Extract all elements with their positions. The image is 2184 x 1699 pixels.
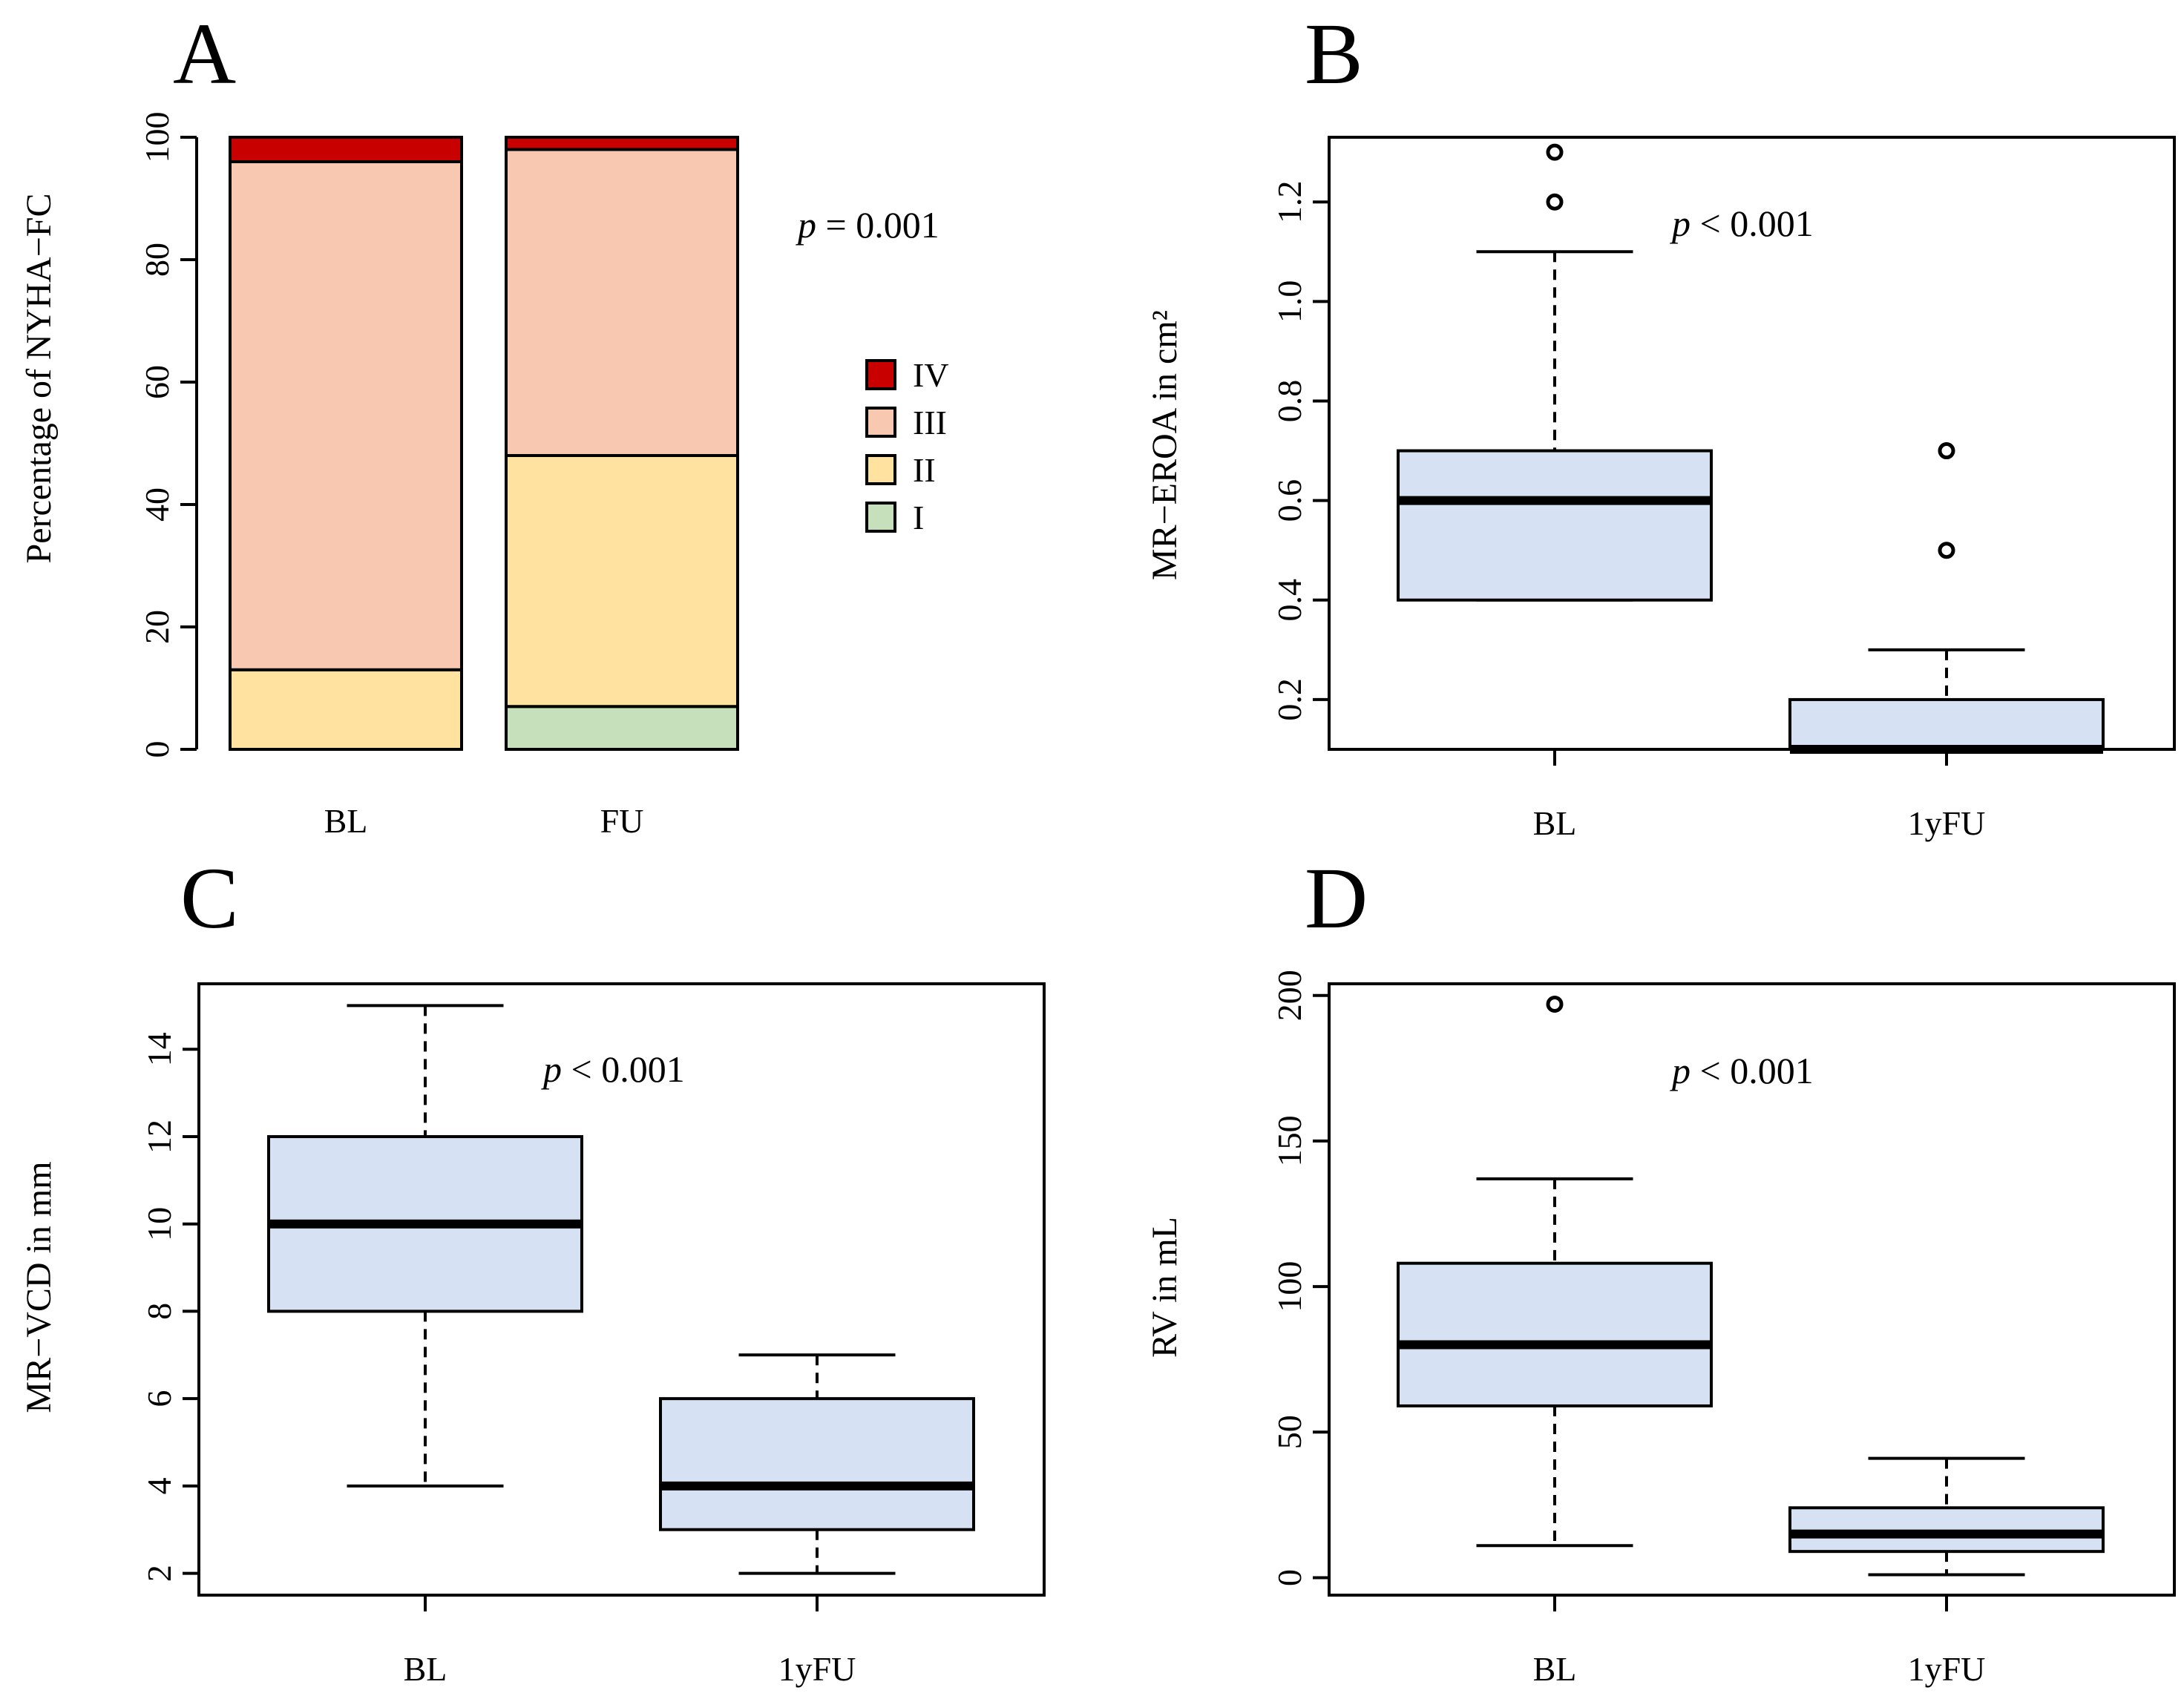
bar-segment-iii-fu bbox=[505, 148, 739, 457]
y-tick-label-b: 0.4 bbox=[1270, 579, 1308, 622]
y-tick-label-b: 1.2 bbox=[1270, 180, 1308, 223]
y-tick-label-a: 0 bbox=[138, 741, 176, 758]
y-axis-a: 0 20 40 60 80 100 bbox=[138, 112, 198, 758]
y-tick-label-d: 200 bbox=[1270, 970, 1308, 1021]
x-tick-label-c: 1yFU bbox=[778, 1650, 856, 1688]
y-tick-label-d: 150 bbox=[1270, 1115, 1308, 1166]
bar-segment-ii-fu bbox=[505, 454, 739, 709]
box-b bbox=[1788, 697, 2105, 751]
legend-label-iv: IV bbox=[913, 356, 949, 394]
y-tick-label-b: 0.6 bbox=[1270, 479, 1308, 522]
y-tick-label-a: 40 bbox=[138, 487, 176, 522]
plot-frame-b bbox=[1328, 136, 2176, 751]
bar-segment-iv-bl bbox=[229, 136, 463, 163]
x-tick-label-d: 1yFU bbox=[1908, 1650, 1986, 1688]
y-tick-label-a: 80 bbox=[138, 243, 176, 277]
p-value-a: p = 0.001 bbox=[796, 204, 939, 246]
plot-frame-c bbox=[197, 982, 1046, 1597]
plot-frame-d bbox=[1328, 982, 2176, 1597]
y-tick-label-c: 6 bbox=[140, 1390, 178, 1407]
panel-b-chart: B MR−EROA in cm² p < 0.001 0.2 0.4 0.6 0.8 1… bbox=[1145, 5, 2176, 842]
y-tick-label-a: 100 bbox=[138, 112, 176, 163]
legend-label-i: I bbox=[913, 499, 924, 536]
x-tick-label-c: BL bbox=[404, 1650, 447, 1688]
y-tick-label-c: 10 bbox=[140, 1207, 178, 1241]
panel-c-chart: C MR−VCD in mm p < 0.001 2 4 6 8 10 12 14 BL 1yF… bbox=[19, 850, 1046, 1688]
outlier-point-b bbox=[1546, 193, 1564, 211]
y-axis-label-b: MR−EROA in cm² bbox=[1145, 310, 1184, 580]
y-tick-label-c: 2 bbox=[140, 1565, 178, 1582]
y-tick-label-c: 4 bbox=[140, 1477, 178, 1494]
y-tick-label-b: 0.2 bbox=[1270, 678, 1308, 721]
p-value-c: p < 0.001 bbox=[541, 1048, 685, 1090]
stacked-bars-a bbox=[229, 136, 739, 751]
legend-label-ii: II bbox=[913, 451, 936, 489]
box-b bbox=[1397, 449, 1713, 602]
p-value-d: p < 0.001 bbox=[1670, 1050, 1814, 1091]
y-axis-label-c: MR−VCD in mm bbox=[19, 1161, 59, 1413]
outlier-point-b bbox=[1938, 442, 1955, 460]
y-tick-label-b: 1.0 bbox=[1270, 280, 1308, 323]
outlier-point-b bbox=[1546, 143, 1564, 161]
panel-d-chart: D RV in mL p < 0.001 0 50 100 150 200 BL 1yFU bbox=[1145, 850, 2176, 1688]
y-tick-label-d: 0 bbox=[1270, 1569, 1308, 1586]
x-tick-label-a: BL bbox=[324, 802, 368, 840]
legend-swatch-iii bbox=[865, 407, 896, 438]
y-tick-label-c: 8 bbox=[140, 1303, 178, 1320]
x-tick-labels-a: BL FU bbox=[324, 802, 644, 840]
x-tick-label-a: FU bbox=[600, 802, 644, 840]
outlier-point-b bbox=[1938, 542, 1955, 559]
y-tick-label-a: 60 bbox=[138, 365, 176, 399]
legend-swatch-i bbox=[865, 502, 896, 533]
boxplot-d: 0 50 100 150 200 BL 1yFU bbox=[1270, 970, 2176, 1688]
p-value-b: p < 0.001 bbox=[1670, 203, 1814, 244]
bar-segment-ii-bl bbox=[229, 668, 463, 751]
panel-label-a: A bbox=[173, 5, 236, 102]
panel-label-d: D bbox=[1305, 850, 1368, 947]
panel-label-c: C bbox=[180, 850, 239, 947]
y-tick-label-b: 0.8 bbox=[1270, 380, 1308, 423]
y-tick-label-c: 12 bbox=[140, 1120, 178, 1154]
boxplot-b: 0.2 0.4 0.6 0.8 1.0 1.2 BL 1yFU bbox=[1270, 136, 2176, 842]
bar-segment-iii-bl bbox=[229, 160, 463, 671]
y-axis-label-a: Percentage of NYHA−FC bbox=[19, 194, 59, 564]
x-tick-label-d: BL bbox=[1533, 1650, 1577, 1688]
x-tick-label-b: BL bbox=[1533, 804, 1577, 842]
y-tick-label-d: 100 bbox=[1270, 1261, 1308, 1312]
panel-label-b: B bbox=[1305, 5, 1363, 102]
y-axis-label-d: RV in mL bbox=[1145, 1217, 1184, 1358]
legend-swatch-ii bbox=[865, 454, 896, 485]
outlier-point-d bbox=[1546, 995, 1564, 1013]
x-tick-label-b: 1yFU bbox=[1908, 804, 1986, 842]
y-tick-label-c: 14 bbox=[140, 1032, 178, 1066]
box-d bbox=[1397, 1261, 1713, 1407]
legend-swatch-iv bbox=[865, 359, 896, 390]
y-tick-label-d: 50 bbox=[1270, 1415, 1308, 1449]
legend-label-iii: III bbox=[913, 404, 947, 441]
y-tick-label-a: 20 bbox=[138, 610, 176, 644]
bar-segment-iv-fu bbox=[505, 136, 739, 151]
boxplot-c: 2 4 6 8 10 12 14 BL 1yFU bbox=[140, 982, 1046, 1688]
panel-a-chart: A Percentage of NYHA−FC p = 0.001 0 20 40 6… bbox=[19, 5, 949, 840]
box-c bbox=[659, 1397, 975, 1531]
bar-segment-i-fu bbox=[505, 705, 739, 751]
